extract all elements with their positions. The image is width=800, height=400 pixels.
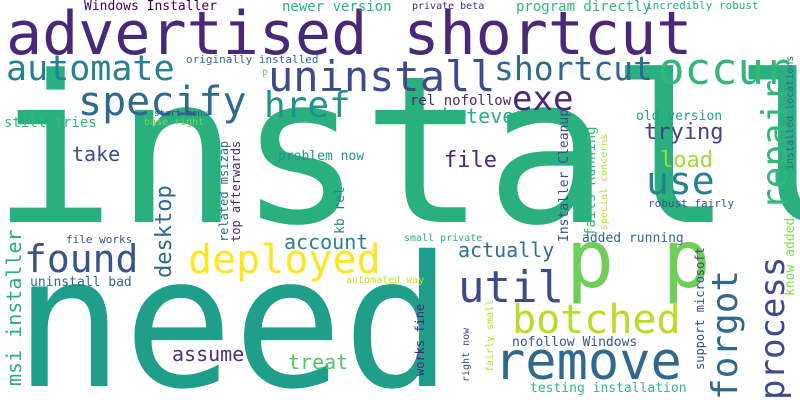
word: p	[262, 67, 269, 78]
word: Installer Cleanup	[557, 108, 572, 242]
word: testing installation	[530, 381, 687, 396]
word: whatever	[430, 104, 527, 128]
word: take	[72, 142, 121, 166]
word: found	[24, 237, 139, 281]
word: automated way	[346, 275, 425, 286]
word: need	[14, 217, 453, 400]
word: botched	[512, 297, 681, 343]
word: base right	[144, 117, 205, 128]
word: trying	[644, 120, 724, 145]
word: robust fairly	[648, 197, 735, 210]
word: rel nofollow	[410, 93, 512, 109]
word: still tries	[4, 115, 97, 131]
word: fairly small	[485, 299, 496, 372]
word: automate	[6, 49, 175, 89]
word: load	[660, 148, 713, 173]
word: util	[458, 262, 564, 313]
word: deployed	[188, 237, 381, 283]
word: href	[264, 85, 351, 126]
word: uninstall	[268, 52, 496, 101]
word: right now	[461, 327, 472, 382]
word: know added	[783, 217, 798, 296]
word: added running	[582, 231, 684, 246]
word: file	[444, 148, 497, 173]
word: msi installer	[2, 229, 26, 386]
word: install	[0, 33, 800, 271]
word: start menu	[154, 109, 209, 119]
word: old version	[636, 109, 723, 124]
word: account	[284, 230, 369, 254]
word: exe	[512, 79, 574, 119]
word: p p	[566, 213, 711, 306]
word: actually	[458, 238, 555, 262]
word: newer version	[282, 0, 392, 15]
word: special concerns	[599, 133, 610, 230]
word: problem now	[278, 149, 365, 164]
word: kb rel	[333, 187, 348, 234]
word: advertised shortcut	[6, 0, 693, 69]
word: remove	[494, 332, 682, 392]
word: works fine	[413, 303, 427, 376]
word: private beta	[412, 1, 485, 12]
word: specify	[78, 79, 247, 125]
word: fails Running	[583, 126, 599, 236]
word: originally installed	[186, 53, 319, 66]
word: treat	[288, 350, 349, 374]
word: incredibly robust	[646, 0, 759, 12]
word: desktop	[152, 185, 177, 278]
word: use	[646, 159, 715, 203]
word: top afterwards	[229, 140, 243, 242]
word: assume	[172, 342, 245, 366]
word: installed locations	[785, 55, 796, 170]
word: program directly	[516, 0, 651, 15]
word: shortcut	[494, 49, 653, 88]
word: occur	[658, 44, 791, 95]
word: uninstall bad	[30, 275, 132, 290]
word: small private	[404, 233, 483, 244]
word: file works	[66, 233, 133, 246]
word: forgot	[705, 269, 746, 400]
word: support microsoft	[693, 247, 707, 370]
word: nofollow Windows	[512, 335, 638, 350]
word: Windows Installer	[84, 0, 218, 14]
